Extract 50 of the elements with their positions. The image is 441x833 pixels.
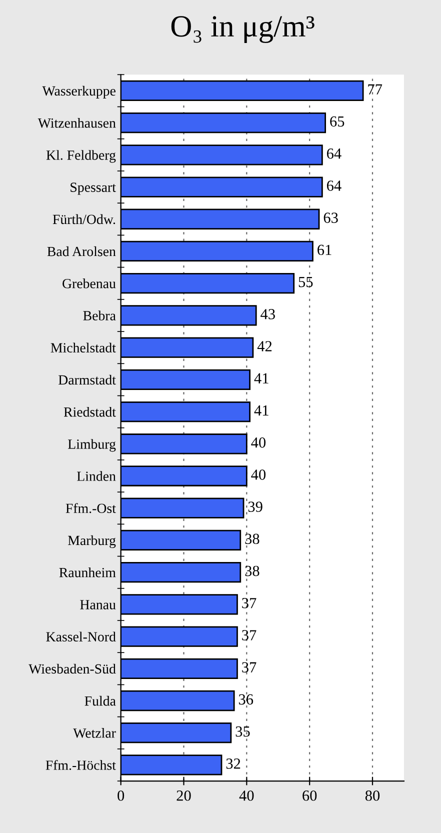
- data-label: 77: [368, 84, 382, 94]
- x-tick-label: 80: [365, 790, 380, 801]
- x-tick-label: 40: [239, 790, 254, 801]
- y-tick-label: Raunheim: [59, 568, 116, 578]
- data-label: 39: [248, 502, 262, 512]
- y-tick-label: Marburg: [68, 535, 116, 548]
- data-label: 65: [330, 116, 344, 127]
- data-label: 42: [257, 341, 272, 352]
- data-label: 43: [260, 309, 275, 320]
- data-label: 38: [245, 566, 260, 576]
- data-label: 40: [251, 470, 266, 480]
- data-label: 64: [326, 148, 342, 159]
- y-tick-label: Witzenhausen: [38, 118, 116, 128]
- data-label: 37: [242, 598, 256, 608]
- x-tick-label: 0: [118, 790, 124, 801]
- y-tick-label: Wetzlar: [73, 728, 116, 738]
- data-label: 55: [298, 277, 313, 288]
- y-tick-label: Riedstadt: [64, 406, 116, 417]
- y-tick-label: Spessart: [70, 182, 116, 195]
- data-label: 35: [236, 726, 250, 737]
- data-label: 41: [254, 405, 268, 416]
- data-label: 37: [242, 662, 256, 672]
- data-label: 64: [326, 180, 342, 191]
- data-label: 38: [245, 534, 260, 544]
- chart-title: O₃ in μg/m³: [171, 16, 314, 44]
- y-tick-label: Wiesbaden-Süd: [28, 664, 116, 674]
- x-tick-label: 20: [176, 790, 191, 801]
- x-tick-label: 60: [302, 790, 317, 801]
- y-tick-label: Fürth/Odw.: [52, 214, 116, 224]
- y-tick-label: Ffm.-Ost: [66, 503, 116, 514]
- data-label: 36: [238, 694, 254, 705]
- data-label: 37: [242, 630, 256, 640]
- data-label: 61: [318, 244, 332, 256]
- y-tick-label: Limburg: [68, 439, 116, 452]
- y-tick-label: Linden: [77, 471, 116, 481]
- y-tick-label: Wasserkuppe: [42, 86, 116, 98]
- y-tick-label: Darmstadt: [58, 374, 116, 385]
- y-tick-label: Kassel-Nord: [46, 632, 116, 642]
- y-tick-label: Kl. Feldberg: [46, 150, 116, 163]
- data-label: 32: [226, 758, 240, 769]
- y-tick-label: Grebenau: [62, 278, 116, 288]
- data-label: 63: [324, 212, 338, 223]
- y-tick-label: Fulda: [84, 696, 116, 706]
- y-tick-label: Bebra: [83, 310, 116, 320]
- y-tick-label: Bad Arolsen: [47, 246, 116, 256]
- y-tick-label: Michelstadt: [50, 342, 116, 353]
- data-label: 40: [251, 437, 266, 448]
- data-label: 41: [254, 373, 268, 384]
- y-tick-label: Ffm.-Höchst: [46, 760, 116, 770]
- y-tick-label: Hanau: [80, 600, 116, 610]
